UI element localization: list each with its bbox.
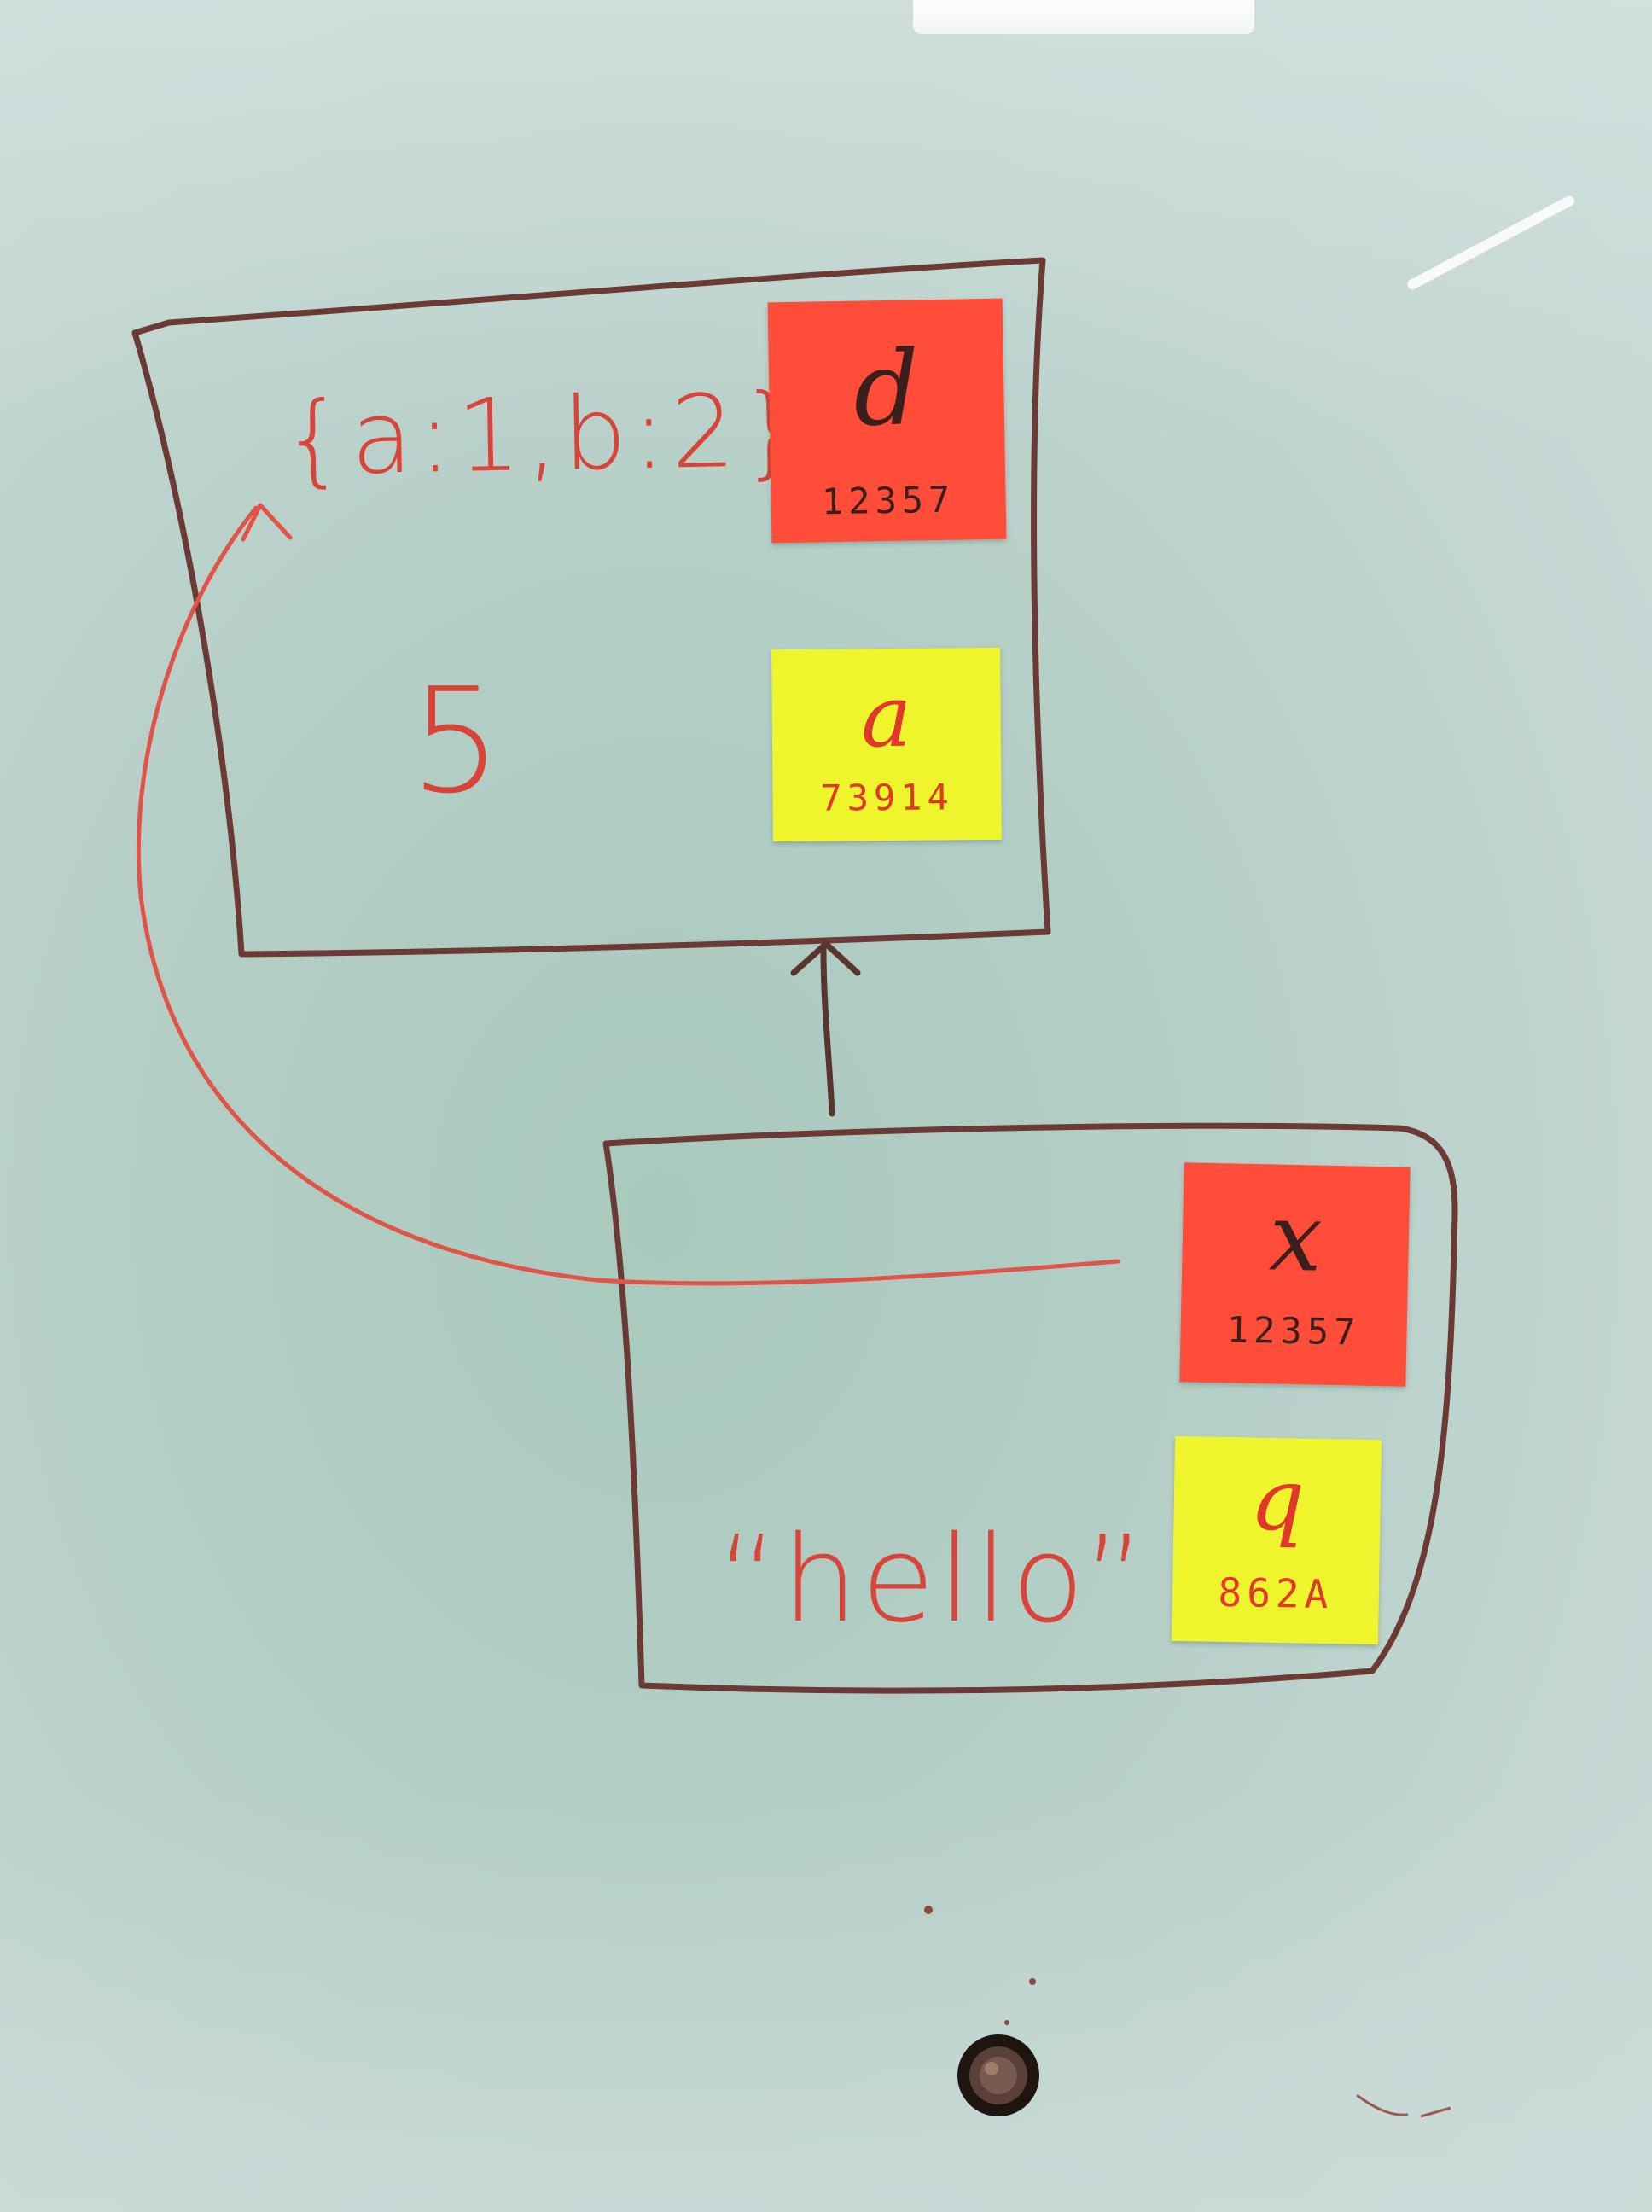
number-value: 5 xyxy=(410,657,503,826)
object-literal-value: {a:1,b:2} xyxy=(280,370,811,498)
sticky-note-a: a 73914 xyxy=(771,647,1002,842)
note-id: 12357 xyxy=(1226,1308,1361,1353)
note-id: 73914 xyxy=(820,776,954,819)
sticky-note-d: d 12357 xyxy=(767,298,1007,544)
arrow-lower-to-upper xyxy=(820,946,835,1117)
note-label: q xyxy=(1248,1449,1306,1551)
light-reflection xyxy=(913,0,1254,34)
sticky-note-q: q 862A xyxy=(1171,1435,1382,1645)
arrow-head-up xyxy=(790,940,861,976)
string-value: “hello” xyxy=(717,1511,1149,1650)
reference-arrow xyxy=(136,505,1120,1286)
lower-frame xyxy=(602,1122,1458,1694)
upper-frame xyxy=(131,257,1051,958)
mounting-bolt xyxy=(957,2034,1039,2116)
sticky-note-x: x 12357 xyxy=(1179,1162,1411,1387)
note-id: 12357 xyxy=(821,478,956,523)
note-label: a xyxy=(860,666,913,767)
note-label: d xyxy=(852,329,921,450)
note-id: 862A xyxy=(1218,1569,1334,1618)
reference-arrow-head xyxy=(241,503,293,542)
note-label: x xyxy=(1268,1182,1323,1293)
